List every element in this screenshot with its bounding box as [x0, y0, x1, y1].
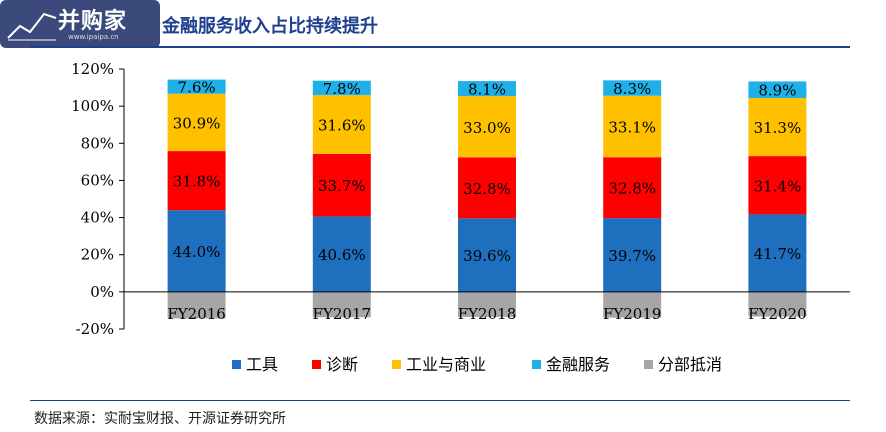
y-tick-label: -20%: [76, 320, 114, 338]
bar-segment: [748, 214, 807, 292]
bar-segment: [167, 93, 226, 152]
legend-label: 工具: [246, 355, 278, 374]
bar-segment: [167, 151, 226, 211]
data-label: 7.6%: [178, 79, 216, 97]
data-label: 8.3%: [613, 80, 651, 98]
logo-text: 并购家: [58, 9, 128, 34]
source-note: 数据来源：实耐宝财报、开源证券研究所: [34, 411, 286, 427]
x-tick-label: FY2016: [167, 305, 225, 323]
bar-segment: [458, 157, 516, 219]
bar-segment: [312, 216, 371, 292]
data-label: 8.1%: [468, 81, 506, 99]
page-title: 金融服务收入占比持续提升: [162, 16, 378, 37]
legend-label: 工业与商业: [406, 355, 486, 374]
data-label: 41.7%: [754, 245, 802, 263]
legend-label: 分部抵消: [658, 355, 722, 374]
data-label: 31.3%: [754, 119, 802, 137]
data-label: 33.1%: [608, 118, 656, 136]
bar-segment: [312, 291, 371, 318]
chart-logo-icon: [7, 12, 57, 41]
y-tick-label: 0%: [90, 283, 114, 301]
data-label: 30.9%: [173, 114, 221, 132]
y-tick-label: 100%: [71, 97, 114, 115]
y-tick-label: 120%: [71, 60, 114, 78]
bar-segment: [312, 95, 371, 154]
bar-segment: [167, 291, 226, 319]
data-label: 8.9%: [758, 82, 796, 100]
legend-swatch: [312, 360, 321, 369]
x-tick-label: FY2017: [313, 305, 371, 323]
data-label: 33.7%: [318, 177, 366, 195]
bar-segment: [167, 79, 226, 94]
bar-segment: [748, 81, 807, 98]
x-tick-label: FY2019: [603, 305, 661, 323]
data-label: 32.8%: [608, 180, 656, 198]
bar-segment: [603, 157, 662, 219]
data-label: 44.0%: [173, 243, 221, 261]
data-label: 32.8%: [463, 180, 511, 198]
data-label: 39.6%: [463, 247, 511, 265]
bar-segment: [312, 80, 371, 96]
bar-segment: [458, 291, 516, 317]
data-label: 31.8%: [173, 173, 221, 191]
y-tick-label: 20%: [81, 246, 114, 264]
legend-swatch: [532, 360, 541, 369]
stacked-bar-chart: 120% 100% 80% 60% 40% 20% 0% -20% 44.0% 31.8% 30.9…: [71, 60, 850, 374]
legend-swatch: [392, 360, 401, 369]
data-label: 31.4%: [754, 177, 802, 195]
legend-label: 金融服务: [546, 355, 610, 374]
y-tick-label: 40%: [81, 209, 114, 227]
bar-segment: [748, 291, 807, 317]
y-tick-label: 80%: [81, 134, 114, 152]
bar-segment: [603, 80, 662, 96]
x-tick-label: FY2020: [748, 305, 806, 323]
bar-segment: [458, 81, 516, 97]
data-label: 39.7%: [608, 247, 656, 265]
legend-swatch: [644, 360, 653, 369]
data-label: 31.6%: [318, 117, 366, 135]
logo-url: www.ipaipa.cn: [68, 33, 119, 41]
footer-divider: [30, 400, 850, 401]
bar-segment: [603, 95, 662, 158]
data-label: 40.6%: [318, 246, 366, 264]
brand-logo: 并购家 www.ipaipa.cn: [0, 0, 160, 48]
header-divider: [30, 46, 850, 48]
data-label: 33.0%: [463, 119, 511, 137]
bar-segment: [458, 218, 516, 292]
bar-segment: [603, 291, 662, 318]
bar-segment: [458, 96, 516, 158]
x-tick-label: FY2018: [458, 305, 516, 323]
y-tick-label: 60%: [81, 171, 114, 189]
legend-label: 诊断: [326, 355, 358, 374]
legend-swatch: [232, 360, 241, 369]
data-label: 7.8%: [323, 80, 361, 98]
bar-segment: [748, 97, 807, 157]
bar-segment: [312, 153, 371, 217]
bar-segment: [603, 218, 662, 292]
bar-segment: [167, 210, 226, 292]
bar-segment: [748, 156, 807, 215]
